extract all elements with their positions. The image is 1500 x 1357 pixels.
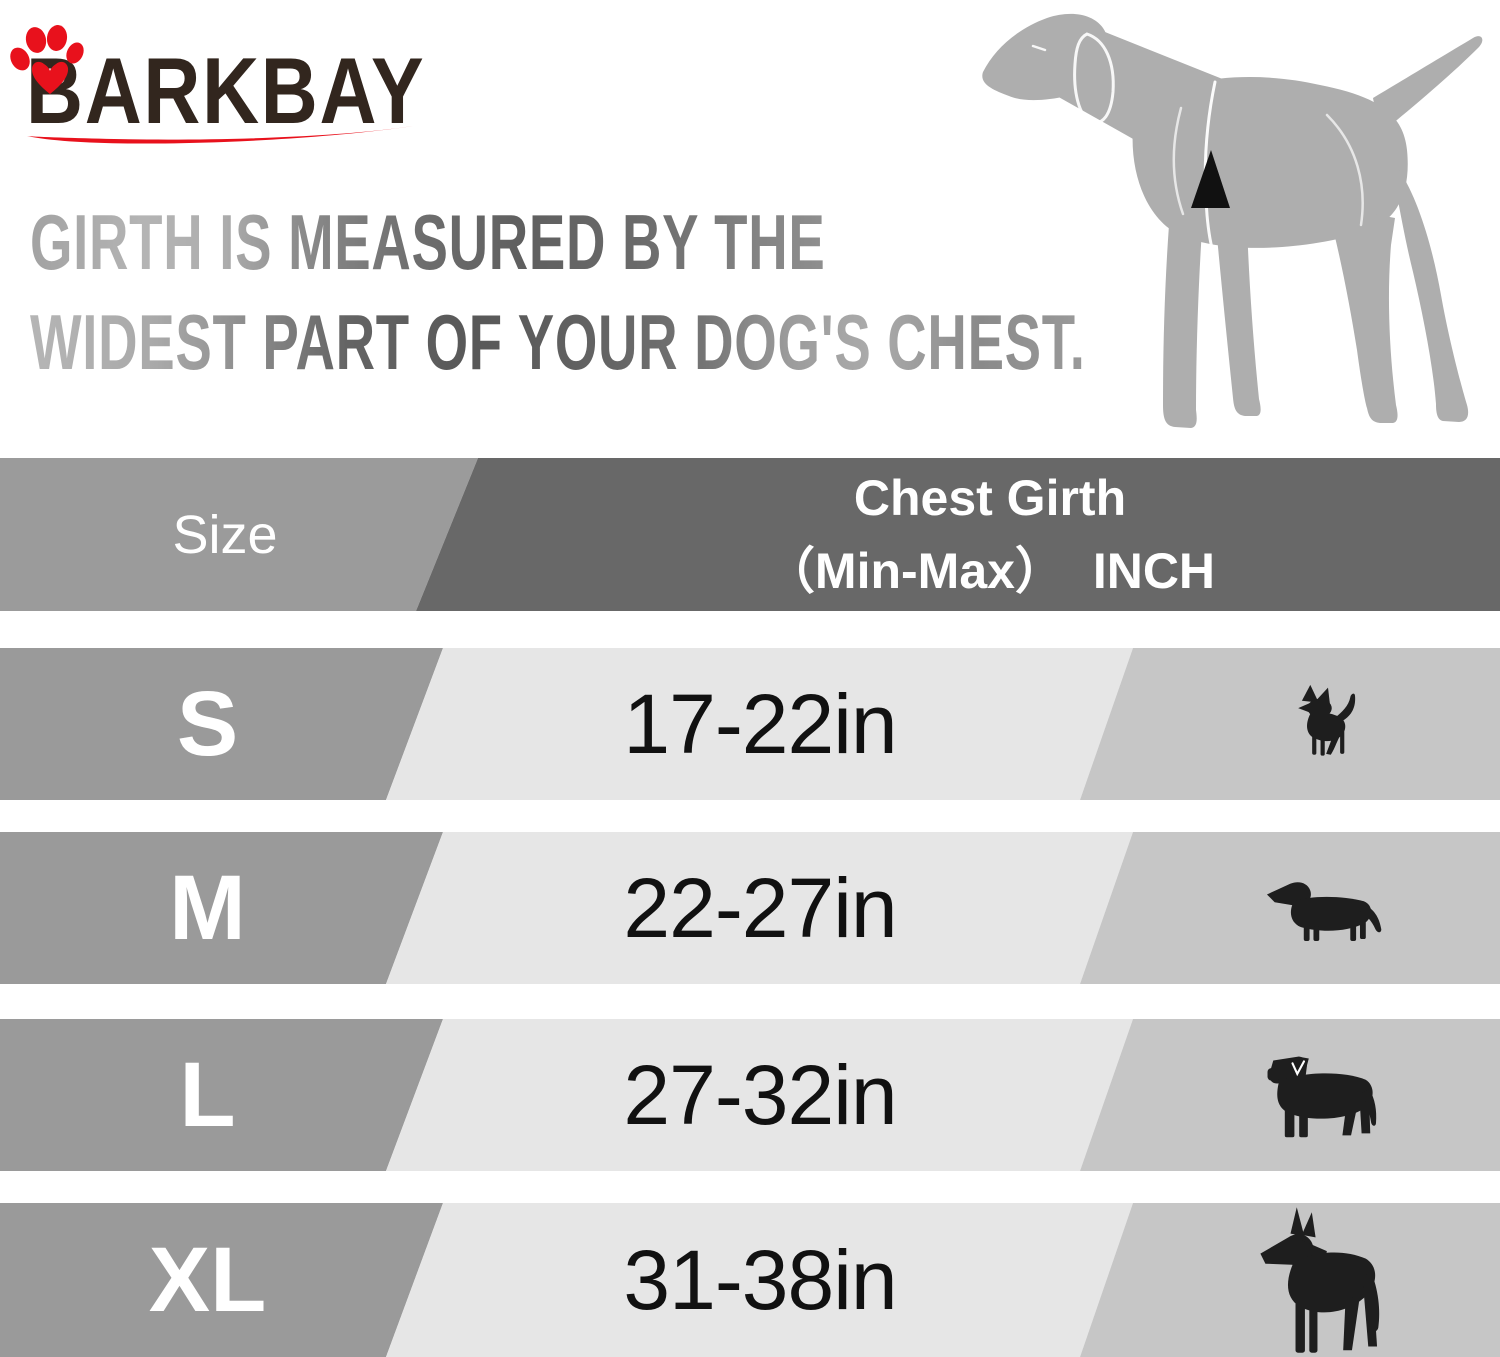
size-label-xl: XL xyxy=(148,1229,267,1331)
row-l-size-cell-bg xyxy=(0,1019,443,1171)
pointer-dog-measure-diagram xyxy=(982,13,1483,428)
dachshund-icon xyxy=(1266,881,1381,941)
dog-tail xyxy=(1373,36,1483,123)
header-size-label: Size xyxy=(172,504,278,565)
table-row-l: L 27-32in xyxy=(0,1019,1500,1171)
header-girth-cell-bg xyxy=(416,458,1500,611)
table-header-row: Size Chest Girth （Min-Max） INCH xyxy=(0,458,1500,611)
great-dane-icon xyxy=(1260,1207,1380,1353)
dog-shoulder-seam xyxy=(1172,106,1185,216)
table-row-m: M 22-27in xyxy=(0,832,1500,984)
row-m-icon-cell-bg xyxy=(1080,832,1500,984)
dog-thigh-seam xyxy=(1325,113,1364,227)
row-s-icon-cell-bg xyxy=(1080,648,1500,800)
size-label-l: L xyxy=(179,1044,236,1146)
tagline-line-2: WIDEST PART OF YOUR DOG'S CHEST. xyxy=(30,298,1086,386)
row-xl-girth-cell-bg xyxy=(386,1203,1133,1357)
table-row-s: S 17-22in xyxy=(0,648,1500,800)
header-girth-line2: （Min-Max） INCH xyxy=(764,542,1216,599)
chihuahua-icon xyxy=(1297,684,1355,756)
header-girth-line1: Chest Girth xyxy=(853,469,1127,526)
girth-value-l: 27-32in xyxy=(623,1048,897,1142)
chest-arrow-marker xyxy=(1191,150,1230,208)
logo-underline-swoosh xyxy=(27,126,413,144)
row-s-girth-cell-bg xyxy=(386,648,1133,800)
row-s-size-cell-bg xyxy=(0,648,443,800)
table-row-xl: XL 31-38in xyxy=(0,1203,1500,1357)
dog-front-leg-far xyxy=(1215,215,1261,416)
brand-name: BARKBAY xyxy=(26,38,426,143)
girth-value-m: 22-27in xyxy=(623,861,897,955)
dog-eye-mark xyxy=(1031,44,1047,52)
size-label-m: M xyxy=(169,857,246,959)
dog-rear-leg-far xyxy=(1395,170,1469,422)
size-label-s: S xyxy=(176,673,239,775)
row-l-girth-cell-bg xyxy=(386,1019,1133,1171)
dog-front-leg xyxy=(1163,200,1203,428)
girth-value-s: 17-22in xyxy=(623,677,897,771)
row-xl-size-cell-bg xyxy=(0,1203,443,1357)
header-size-cell-bg xyxy=(0,458,478,611)
tagline-line-1: GIRTH IS MEASURED BY THE xyxy=(30,198,826,286)
dog-ear-seam xyxy=(1073,32,1115,125)
dog-rear-leg xyxy=(1327,205,1398,423)
paw-print-icon xyxy=(10,25,84,94)
mastiff-icon xyxy=(1267,1056,1376,1138)
row-m-size-cell-bg xyxy=(0,832,443,984)
header-girth-label: Chest Girth （Min-Max） INCH xyxy=(480,458,1500,611)
girth-value-xl: 31-38in xyxy=(623,1233,897,1327)
row-m-girth-cell-bg xyxy=(386,832,1133,984)
